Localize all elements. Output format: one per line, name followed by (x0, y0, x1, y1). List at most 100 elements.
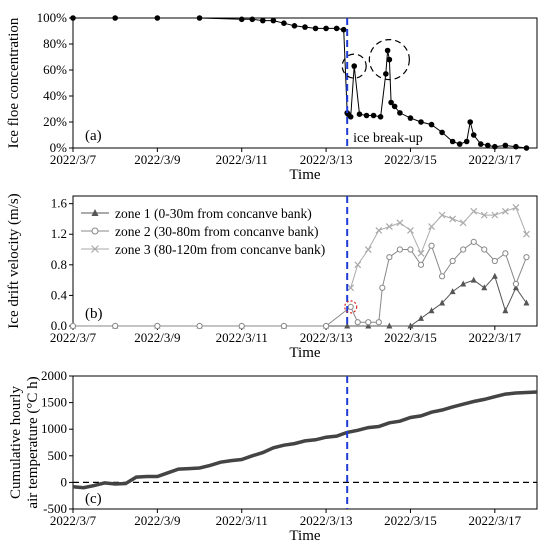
data-point (356, 111, 363, 117)
data-point (260, 17, 266, 24)
y-tick-label: 1.2 (51, 226, 67, 241)
data-point (344, 322, 351, 329)
x-tick-label: 2022/3/7 (50, 152, 97, 167)
legend: zone 1 (0-30m from concanve bank) zone 2 … (81, 206, 325, 257)
panel-label: (c) (85, 491, 102, 507)
chart-panel-2: 0.0 0.4 0.8 1.2 1.6 2022/3/7 2022/3/9 2022/3/11… (6, 193, 538, 361)
data-point (407, 322, 414, 329)
data-point (449, 257, 456, 265)
data-point (484, 142, 491, 149)
highlight-circle (344, 300, 358, 314)
x-tick-label: 2022/3/9 (134, 152, 180, 167)
y-tick-label: 20% (43, 114, 67, 129)
y-tick-label: 40% (43, 88, 67, 103)
data-point (363, 112, 370, 119)
series-line-1 (73, 275, 527, 327)
data-point (418, 314, 424, 321)
x-tick-label: 2022/3/17 (468, 330, 521, 345)
x-tick-label: 2022/3/11 (216, 513, 268, 528)
data-point (281, 20, 287, 27)
data-point (347, 284, 355, 292)
data-point (351, 63, 358, 69)
data-point (386, 56, 393, 63)
data-point (333, 25, 340, 32)
y-tick-label: -500 (43, 501, 67, 516)
y-axis-label: Cumulative hourlyair temperature (°C h) (8, 376, 41, 508)
x-tick-label: 2022/3/17 (468, 152, 521, 167)
data-point (417, 261, 425, 268)
data-point (523, 230, 530, 238)
x-tick-label: 2022/3/15 (384, 330, 437, 345)
data-point (364, 246, 372, 253)
data-point (470, 276, 477, 283)
y-tick-label: 0.8 (51, 257, 67, 272)
y-tick-label: 80% (43, 36, 67, 51)
data-point (480, 211, 488, 219)
data-point (196, 322, 203, 330)
y-axis-label-line: Cumulative hourly (8, 386, 24, 499)
data-point (375, 319, 382, 326)
data-point (512, 284, 519, 291)
y-tick-label: 500 (48, 448, 68, 463)
data-point (467, 119, 474, 125)
data-point (502, 250, 509, 257)
panel-label: (b) (85, 306, 103, 322)
y-tick-label: 100% (37, 10, 68, 25)
legend-label: zone 1 (0-30m from concanve bank) (115, 206, 312, 221)
x-axis-label: Time (289, 345, 320, 361)
y-axis-label: Ice floe concentration (6, 17, 22, 148)
data-point (513, 143, 519, 150)
data-point (439, 299, 446, 306)
data-point (291, 23, 298, 29)
data-point (512, 280, 520, 288)
data-point (238, 322, 245, 330)
data-point (69, 322, 77, 330)
series-line-1 (72, 390, 538, 490)
data-point (438, 211, 446, 219)
x-tick-label: 2022/3/15 (384, 152, 437, 167)
legend-label: zone 2 (30-80m from concanve bank) (115, 224, 319, 239)
data-point (470, 132, 477, 138)
data-point (428, 121, 435, 128)
data-point (354, 261, 362, 269)
y-tick-label: 1.6 (51, 196, 68, 211)
data-point (459, 219, 467, 227)
data-point (407, 226, 414, 234)
data-point (391, 103, 398, 110)
data-point (112, 15, 118, 21)
data-point (512, 204, 520, 211)
data-point (428, 242, 435, 249)
legend-marker (91, 245, 99, 253)
series-line-1 (73, 17, 527, 149)
data-point (523, 299, 530, 306)
data-point (428, 307, 435, 314)
x-tick-label: 2022/3/9 (134, 513, 180, 528)
x-axis-label: Time (289, 528, 320, 544)
data-point (491, 257, 498, 265)
data-point (70, 15, 76, 21)
x-tick-label: 2022/3/9 (134, 330, 180, 345)
data-point (470, 207, 478, 215)
data-point (523, 254, 530, 261)
data-point (280, 322, 288, 330)
highlight-circle (368, 38, 410, 81)
plot-frame (72, 375, 538, 510)
data-point (383, 71, 389, 77)
data-point (407, 246, 414, 253)
data-point (491, 211, 499, 219)
data-point (407, 115, 414, 121)
data-point (523, 145, 530, 151)
data-point (449, 138, 456, 145)
x-tick-label: 2022/3/13 (300, 330, 353, 345)
data-point (502, 307, 509, 314)
panel-label: (a) (85, 128, 102, 144)
data-point (418, 119, 424, 125)
data-point (354, 319, 361, 326)
data-point (322, 322, 330, 330)
data-point (347, 303, 354, 310)
x-tick-label: 2022/3/15 (384, 513, 437, 528)
data-point (249, 16, 256, 23)
data-point (449, 288, 456, 295)
data-point (417, 249, 425, 257)
